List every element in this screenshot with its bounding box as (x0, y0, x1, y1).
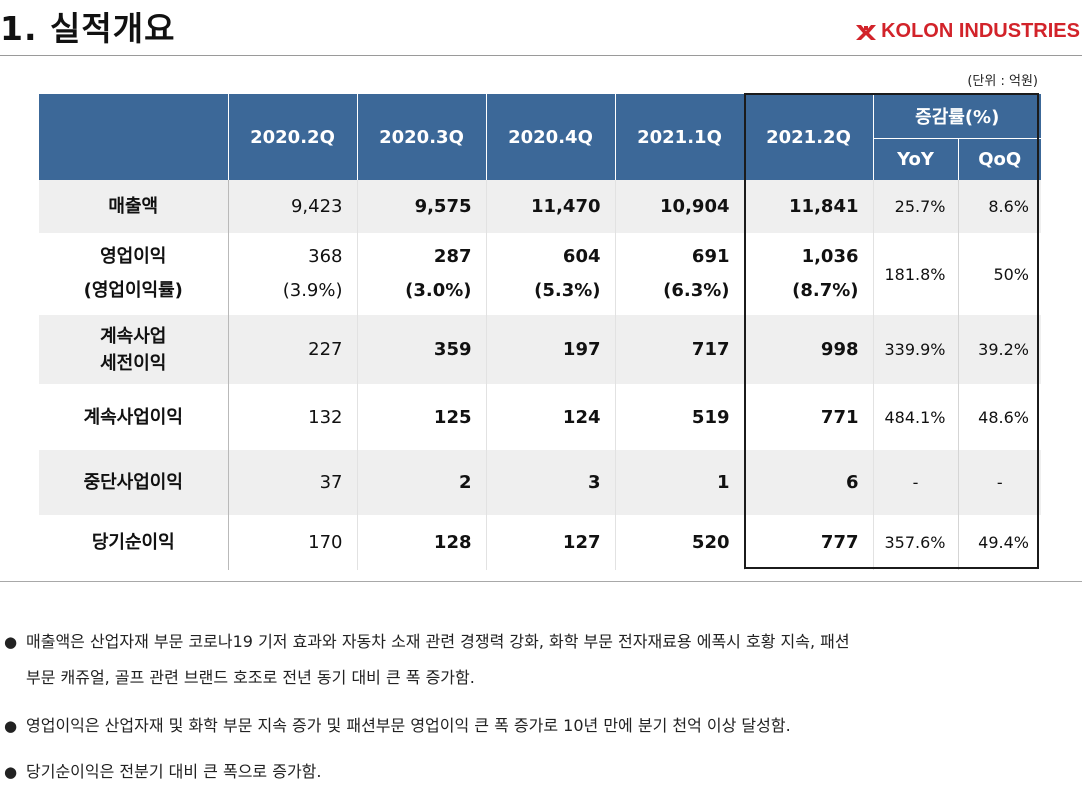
cell-value: 1 (615, 450, 745, 515)
cell-yoy: 25.7% (873, 180, 959, 233)
row-label-sub: (영업이익률) (83, 280, 183, 301)
cell-value: 717 (615, 315, 745, 384)
note-text: 매출액은 산업자재 부문 코로나19 기저 효과와 자동차 소재 관련 경쟁력 … (26, 632, 850, 651)
section-divider (0, 581, 1082, 582)
cell-qoq: 49.4% (978, 533, 1029, 552)
title-divider (0, 55, 1082, 56)
cell-value: 170 (228, 515, 358, 570)
row-label: 당기순이익 (39, 515, 229, 570)
cell-yoy: 484.1% (873, 384, 959, 450)
header-quarter: 2020.3Q (356, 94, 486, 180)
header-quarter: 2021.2Q (743, 94, 873, 180)
cell-yoy: - (873, 450, 959, 515)
cell-value-sub: (3.0%) (405, 280, 472, 301)
cell-value: 998 (744, 315, 874, 384)
header-quarter: 2020.4Q (485, 94, 615, 180)
cell-qoq: - (958, 450, 1041, 515)
bullet-icon: ● (4, 717, 18, 735)
row-label: 계속사업이익 (39, 384, 229, 450)
cell-qoq: 50% (993, 264, 1029, 284)
table-row: 당기순이익 170 128 127 520 777 357.6% 49.4% (39, 515, 1041, 570)
list-item: ● 당기순이익은 전분기 대비 큰 폭으로 증가함. (4, 754, 321, 790)
kolon-logo-icon (856, 24, 877, 40)
row-label: 계속사업 세전이익 (39, 315, 229, 384)
cell-value-sub: (8.7%) (792, 280, 859, 301)
row-label-main: 영업이익 (100, 246, 167, 267)
cell-value-main: 287 (433, 246, 472, 267)
cell-value: 132 (228, 384, 358, 450)
cell-value: 9,575 (357, 180, 487, 233)
header-quarter: 2020.2Q (227, 94, 357, 180)
note-text: 당기순이익은 전분기 대비 큰 폭으로 증가함. (26, 762, 322, 781)
note-text: 영업이익은 산업자재 및 화학 부문 지속 증가 및 패션부문 영업이익 큰 폭… (26, 716, 791, 735)
row-label: 매출액 (39, 180, 229, 233)
company-logo: KOLON INDUSTRIES (855, 20, 1080, 43)
cell-value: 6 (744, 450, 874, 515)
cell-value: 37 (228, 450, 358, 515)
note-text-continued: 부문 캐쥬얼, 골프 관련 브랜드 호조로 전년 동기 대비 큰 폭 증가함. (26, 668, 475, 687)
unit-label: (단위 : 억원) (967, 74, 1038, 89)
row-label-sub: 세전이익 (100, 352, 167, 374)
cell-value: 128 (357, 515, 487, 570)
table-row: 계속사업 세전이익 227 359 197 717 998 339.9% 39.… (39, 315, 1041, 384)
list-item: ● 영업이익은 산업자재 및 화학 부문 지속 증가 및 패션부문 영업이익 큰 … (4, 708, 791, 744)
logo-text: KOLON INDUSTRIES (881, 20, 1080, 42)
cell-qoq: 8.6% (958, 180, 1041, 233)
cell-yoy: 181.8% (873, 233, 959, 315)
cell-value: 9,423 (228, 180, 358, 233)
cell-value-main: 604 (562, 246, 601, 267)
table-row: 중단사업이익 37 2 3 1 6 - - (39, 450, 1041, 515)
cell-qoq: 39.2% (958, 315, 1041, 384)
cell-value: 3 (486, 450, 616, 515)
bullet-icon: ● (4, 763, 18, 781)
cell-value: 519 (615, 384, 745, 450)
cell-value-sub: (6.3%) (663, 280, 730, 301)
cell-value-main: 691 (691, 246, 730, 267)
header-yoy: YoY (872, 138, 958, 180)
row-label: 영업이익 (영업이익률) (39, 233, 229, 315)
cell-value: 368 (3.9%) (228, 233, 358, 315)
cell-value: 520 (615, 515, 745, 570)
cell-value: 11,841 (744, 180, 874, 233)
cell-yoy: 339.9% (873, 315, 959, 384)
header-growth: 증감률(%) (872, 94, 1041, 139)
header-quarter: 2021.1Q (614, 94, 744, 180)
cell-value: 691 (6.3%) (615, 233, 745, 315)
row-label: 중단사업이익 (39, 450, 229, 515)
cell-value: 227 (228, 315, 358, 384)
cell-value: 197 (486, 315, 616, 384)
cell-value: 287 (3.0%) (357, 233, 487, 315)
list-item: ● 매출액은 산업자재 부문 코로나19 기저 효과와 자동차 소재 관련 경쟁력… (4, 624, 850, 696)
header-empty-cell (39, 94, 228, 180)
cell-value: 11,470 (486, 180, 616, 233)
cell-value: 127 (486, 515, 616, 570)
cell-value: 124 (486, 384, 616, 450)
table-row: 영업이익 (영업이익률) 368 (3.9%) 287 (3.0%) 604 (… (39, 233, 1041, 315)
cell-value-sub: (3.9%) (282, 280, 343, 301)
cell-value: 604 (5.3%) (486, 233, 616, 315)
cell-value-main: 368 (308, 246, 343, 267)
cell-value: 771 (744, 384, 874, 450)
row-label-main: 계속사업 (100, 325, 167, 347)
bullet-icon: ● (4, 633, 18, 651)
table-header-row: 2020.2Q 2020.3Q 2020.4Q 2021.1Q 2021.2Q … (39, 94, 1041, 180)
results-table: 2020.2Q 2020.3Q 2020.4Q 2021.1Q 2021.2Q … (39, 94, 1041, 570)
cell-value: 1,036 (8.7%) (744, 233, 874, 315)
table-row: 매출액 9,423 9,575 11,470 10,904 11,841 25.… (39, 180, 1041, 233)
cell-value: 2 (357, 450, 487, 515)
cell-value-sub: (5.3%) (534, 280, 601, 301)
cell-value: 359 (357, 315, 487, 384)
cell-value: 125 (357, 384, 487, 450)
cell-value: 777 (744, 515, 874, 570)
page-title: 1. 실적개요 (0, 9, 176, 48)
cell-value-main: 1,036 (801, 246, 859, 267)
cell-value: 10,904 (615, 180, 745, 233)
header-qoq: QoQ (957, 138, 1041, 180)
cell-qoq: 48.6% (978, 407, 1029, 427)
table-row: 계속사업이익 132 125 124 519 771 484.1% 48.6% (39, 384, 1041, 450)
table-subheader-row: YoY QoQ (39, 138, 1041, 180)
cell-yoy: 357.6% (873, 515, 959, 570)
